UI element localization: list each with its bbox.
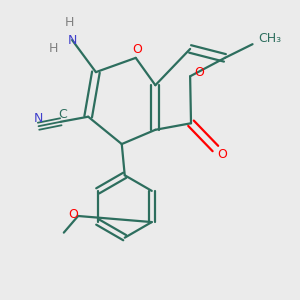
Text: CH₃: CH₃ [258,32,281,45]
Text: N: N [68,34,77,46]
Text: O: O [194,66,204,79]
Text: N: N [33,112,43,125]
Text: O: O [68,208,78,221]
Text: H: H [49,42,58,55]
Text: C: C [58,108,67,121]
Text: O: O [132,43,142,56]
Text: H: H [65,16,74,29]
Text: O: O [217,148,227,161]
